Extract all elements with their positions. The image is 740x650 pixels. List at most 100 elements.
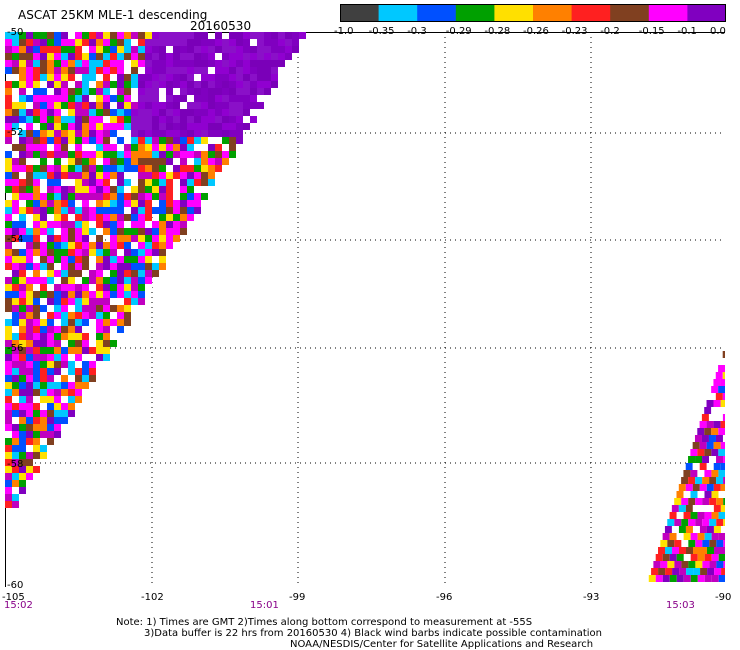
wind-cell (243, 102, 250, 109)
wind-cell (208, 172, 215, 179)
wind-cell (26, 403, 33, 410)
wind-cell (54, 32, 61, 39)
wind-cell (68, 284, 75, 291)
wind-cell (243, 88, 250, 95)
wind-cell (711, 386, 719, 393)
wind-cell (166, 193, 173, 200)
wind-cell (19, 123, 26, 130)
wind-cell (96, 186, 103, 193)
wind-cell (173, 221, 180, 228)
wind-cell (75, 396, 82, 403)
wind-cell (47, 193, 54, 200)
wind-cell (33, 368, 40, 375)
wind-cell (54, 53, 61, 60)
wind-cell (40, 32, 47, 39)
wind-cell (131, 291, 138, 298)
wind-cell (82, 298, 89, 305)
wind-cell (103, 130, 110, 137)
wind-cell (5, 137, 12, 144)
wind-cell (54, 277, 61, 284)
wind-cell (131, 74, 138, 81)
wind-cell (47, 165, 54, 172)
colorbar-label: -0.35 (368, 26, 395, 37)
wind-cell (166, 242, 173, 249)
wind-cell (47, 123, 54, 130)
wind-cell (75, 172, 82, 179)
wind-cell (54, 424, 61, 431)
wind-cell (152, 228, 159, 235)
wind-cell (12, 60, 19, 67)
wind-cell (138, 291, 145, 298)
wind-cell (12, 249, 19, 256)
wind-cell (82, 221, 89, 228)
wind-cell (285, 39, 292, 46)
wind-cell (103, 291, 110, 298)
wind-cell (89, 291, 96, 298)
wind-cell (47, 326, 54, 333)
wind-cell (75, 151, 82, 158)
wind-cell (194, 81, 201, 88)
wind-cell (124, 102, 131, 109)
wind-cell (194, 123, 201, 130)
wind-cell (26, 116, 33, 123)
wind-cell (75, 74, 82, 81)
wind-cell (54, 256, 61, 263)
wind-cell (145, 207, 152, 214)
wind-cell (124, 291, 131, 298)
wind-cell (54, 340, 61, 347)
wind-cell (152, 235, 159, 242)
wind-cell (96, 326, 103, 333)
wind-cell (692, 442, 700, 449)
wind-cell (68, 53, 75, 60)
wind-cell (47, 228, 54, 235)
wind-cell (82, 53, 89, 60)
wind-cell (215, 102, 222, 109)
wind-cell (166, 228, 173, 235)
wind-cell (103, 347, 110, 354)
wind-cell (264, 88, 271, 95)
wind-cell (68, 242, 75, 249)
wind-cell (138, 74, 145, 81)
wind-cell (68, 256, 75, 263)
wind-cell (667, 540, 675, 547)
lat-label-50: -50 (7, 27, 24, 38)
wind-cell (33, 116, 40, 123)
time-label-1501: 15:01 (250, 600, 279, 611)
wind-cell (103, 137, 110, 144)
time-label-1503: 15:03 (666, 600, 695, 611)
wind-cell (131, 137, 138, 144)
wind-cell (152, 270, 159, 277)
wind-cell (61, 417, 68, 424)
wind-cell (40, 81, 47, 88)
wind-cell (82, 172, 89, 179)
wind-cell (54, 403, 61, 410)
wind-cell (194, 130, 201, 137)
wind-cell (40, 319, 47, 326)
wind-cell (166, 151, 173, 158)
wind-cell (26, 235, 33, 242)
wind-cell (82, 228, 89, 235)
wind-cell (718, 512, 725, 519)
wind-cell (19, 354, 26, 361)
wind-cell (19, 452, 26, 459)
wind-cell (19, 368, 26, 375)
wind-cell (5, 186, 12, 193)
wind-cell (145, 144, 152, 151)
wind-cell (33, 186, 40, 193)
wind-cell (40, 165, 47, 172)
wind-cell (180, 109, 187, 116)
wind-cell (96, 179, 103, 186)
wind-cell (47, 382, 54, 389)
wind-cell (19, 277, 26, 284)
wind-cell (12, 130, 19, 137)
wind-cell (33, 305, 40, 312)
wind-cell (5, 438, 12, 445)
wind-cell (82, 207, 89, 214)
wind-cell (96, 263, 103, 270)
wind-cell (26, 438, 33, 445)
wind-cell (26, 221, 33, 228)
wind-cell (201, 39, 208, 46)
wind-cell (19, 291, 26, 298)
colorbar-label: -1.0 (334, 26, 354, 37)
wind-cell (40, 130, 47, 137)
